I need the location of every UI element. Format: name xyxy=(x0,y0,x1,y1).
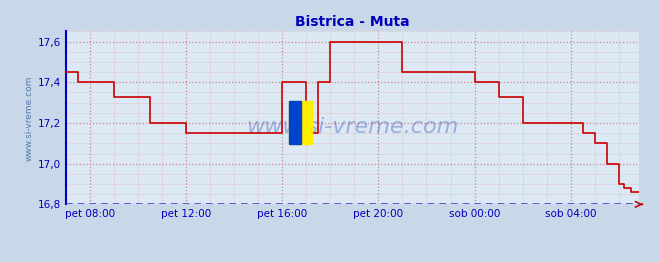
Title: Bistrica - Muta: Bistrica - Muta xyxy=(295,15,410,29)
Y-axis label: www.si-vreme.com: www.si-vreme.com xyxy=(24,75,34,161)
FancyBboxPatch shape xyxy=(289,101,301,144)
Text: www.si-vreme.com: www.si-vreme.com xyxy=(246,117,459,137)
FancyBboxPatch shape xyxy=(289,101,312,144)
